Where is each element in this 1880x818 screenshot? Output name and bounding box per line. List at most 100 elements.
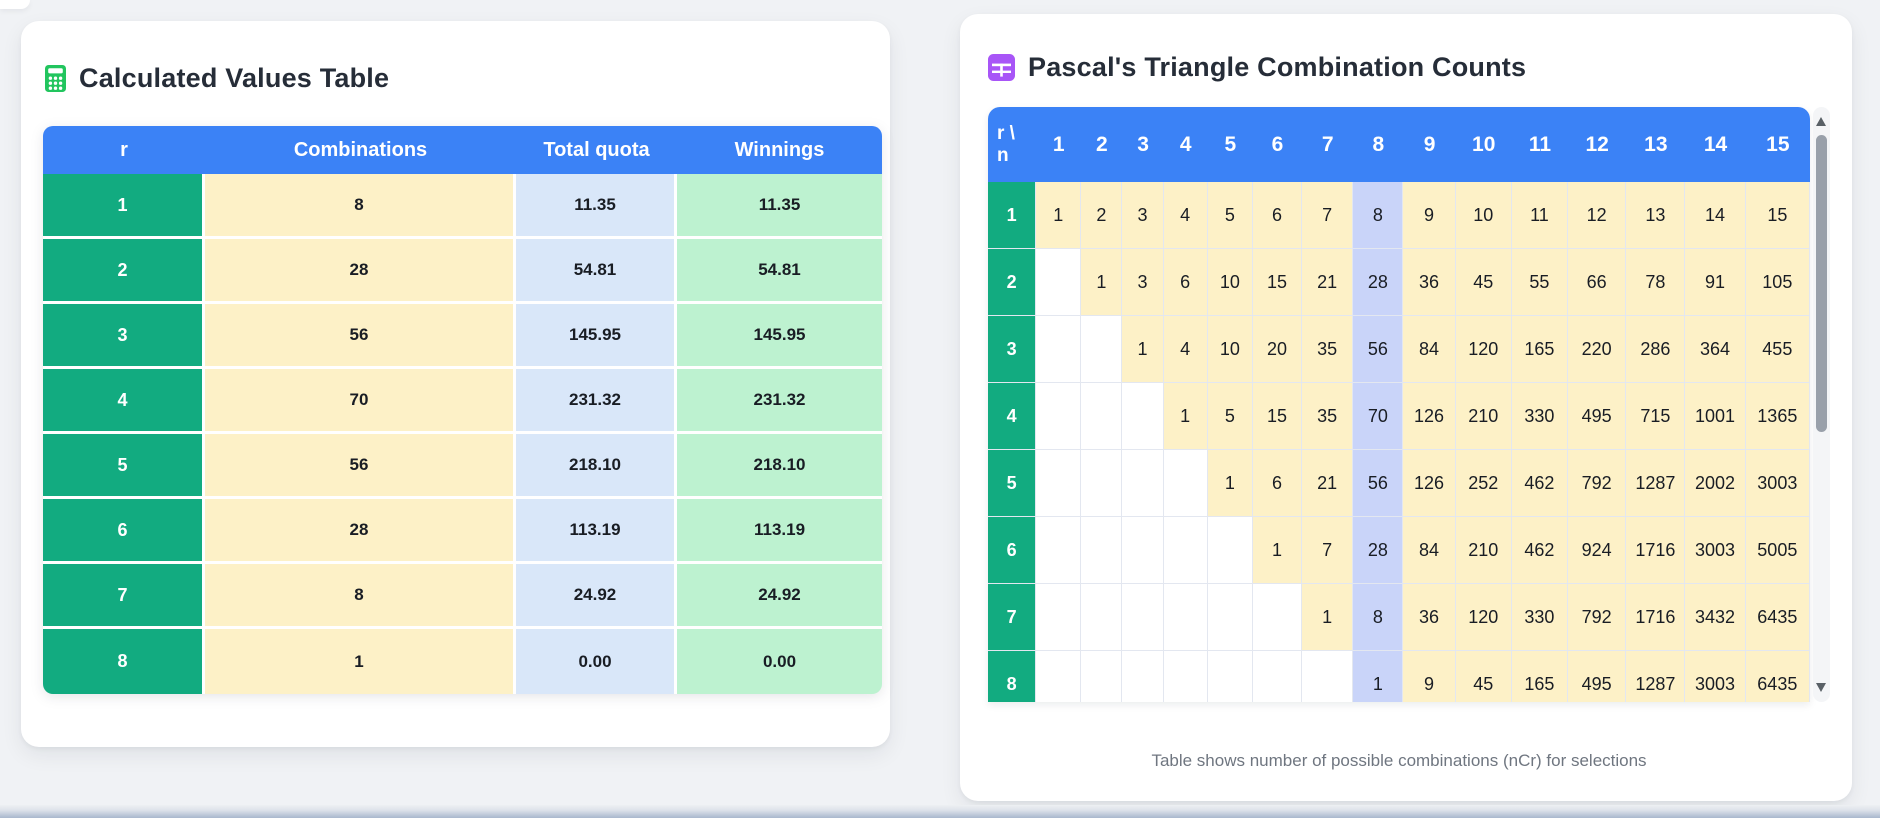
pascal-cell-r7-n7: 1 [1302,584,1354,651]
pascal-cell-r2-n6: 15 [1252,249,1303,316]
pascal-cell-r4-n1 [1036,383,1082,450]
left-cell-r2-col1: 28 [205,239,516,304]
pascal-cell-r4-n8: 70 [1353,383,1404,450]
pascal-cell-r5-n1 [1036,450,1082,517]
pascal-cell-r1-n12: 12 [1568,182,1627,249]
pascal-cell-r8-n5 [1207,651,1253,702]
pascal-cell-r5-n5: 1 [1207,450,1253,517]
left-cell-r7-col2: 24.92 [516,564,677,629]
pascal-cell-r3-n3: 1 [1122,316,1164,383]
left-cell-r6-col3: 113.19 [677,499,882,564]
left-cell-r4-col3: 231.32 [677,369,882,434]
pascal-cell-r1-n3: 3 [1122,182,1164,249]
left-cell-r1-col2: 11.35 [516,174,677,239]
left-cell-r2-col0: 2 [43,239,205,304]
pascal-row-header-r1: 1 [988,182,1037,249]
left-table-row-2: 2 28 54.81 54.81 [43,239,882,304]
pascal-cell-r1-n5: 5 [1207,182,1253,249]
pascal-cell-r3-n8: 56 [1353,316,1404,383]
left-cell-r3-col2: 145.95 [516,304,677,369]
pascal-triangle-title: Pascal's Triangle Combination Counts [988,52,1526,83]
pascal-cell-r2-n2: 1 [1081,249,1123,316]
left-cell-r6-col0: 6 [43,499,205,564]
pascal-col-header-n15: 15 [1745,107,1810,182]
pascal-cell-r2-n9: 36 [1403,249,1456,316]
pascal-col-header-n1: 1 [1036,107,1082,182]
pascal-col-header-n13: 13 [1626,107,1686,182]
pascal-row-header-r5: 5 [988,450,1037,517]
pascal-cell-r2-n15: 105 [1745,249,1810,316]
pascal-cell-r4-n13: 715 [1626,383,1686,450]
pascal-cell-r7-n6 [1252,584,1303,651]
calculated-values-table-wrap: r Combinations Total quota Winnings 1 8 11.35… [43,126,882,694]
pascal-cell-r7-n3 [1122,584,1164,651]
pascal-col-header-n2: 2 [1081,107,1123,182]
pascal-cell-r5-n3 [1122,450,1164,517]
pascal-cell-r5-n14: 2002 [1685,450,1746,517]
scrollbar-thumb[interactable] [1816,135,1827,432]
pascal-cell-r6-n2 [1081,517,1123,584]
pascal-col-header-n10: 10 [1455,107,1512,182]
pascal-row-r5: 5 1 6 21 56 126 252 462 792 1287 2002 3003 [988,450,1810,517]
pascal-cell-r8-n12: 495 [1568,651,1627,702]
pascal-cell-r8-n4 [1163,651,1208,702]
left-cell-r8-col1: 1 [205,629,516,694]
corner-top: r \ [997,122,1015,144]
pascal-table-header: r \ n 1 2 3 4 5 6 7 8 9 10 11 12 13 14 15 [988,107,1810,182]
pascal-cell-r8-n10: 45 [1455,651,1512,702]
pascal-row-r1: 1 1 2 3 4 5 6 7 8 9 10 11 12 13 14 15 [988,182,1810,249]
left-cell-r5-col2: 218.10 [516,434,677,499]
pascal-cell-r7-n10: 120 [1455,584,1512,651]
pascal-cell-r5-n9: 126 [1403,450,1456,517]
pascal-col-header-n6: 6 [1252,107,1303,182]
scrollbar-up-arrow-icon[interactable] [1813,109,1830,133]
pascal-triangle-card: Pascal's Triangle Combination Counts r \… [960,14,1852,801]
left-cell-r3-col3: 145.95 [677,304,882,369]
pascal-cell-r7-n1 [1036,584,1082,651]
pascal-cell-r6-n11: 462 [1511,517,1569,584]
pascal-cell-r3-n9: 84 [1403,316,1456,383]
pascal-cell-r1-n10: 10 [1455,182,1512,249]
pascal-cell-r1-n7: 7 [1302,182,1354,249]
pascal-cell-r4-n12: 495 [1568,383,1627,450]
pascal-cell-r6-n13: 1716 [1626,517,1686,584]
pascal-cell-r2-n1 [1036,249,1082,316]
left-table-row-7: 7 8 24.92 24.92 [43,564,882,629]
pascal-cell-r3-n2 [1081,316,1123,383]
pascal-cell-r4-n7: 35 [1302,383,1354,450]
pascal-table: r \ n 1 2 3 4 5 6 7 8 9 10 11 12 13 14 15 1 1 2 3 4 5 6 7 8 9 10… [988,107,1810,702]
pascal-col-header-n8: 8 [1353,107,1404,182]
left-cell-r3-col1: 56 [205,304,516,369]
left-card-title-text: Calculated Values Table [79,63,390,93]
pascal-cell-r6-n4 [1163,517,1208,584]
pascal-row-header-r6: 6 [988,517,1037,584]
scrollbar-down-arrow-icon[interactable] [1813,676,1830,700]
pascal-table-viewport[interactable]: r \ n 1 2 3 4 5 6 7 8 9 10 11 12 13 14 15 1 1 2 3 4 5 6 7 8 9 10… [988,107,1810,702]
pascal-cell-r1-n9: 9 [1403,182,1456,249]
left-cell-r7-col1: 8 [205,564,516,629]
pascal-col-header-n9: 9 [1403,107,1456,182]
pascal-cell-r6-n6: 1 [1252,517,1303,584]
pascal-cell-r3-n12: 220 [1568,316,1627,383]
left-cell-r8-col3: 0.00 [677,629,882,694]
pascal-table-scrollbar[interactable] [1813,107,1830,702]
pascal-cell-r5-n6: 6 [1252,450,1303,517]
left-table-row-6: 6 28 113.19 113.19 [43,499,882,564]
left-cell-r2-col2: 54.81 [516,239,677,304]
pascal-row-r3: 3 1 4 10 20 35 56 84 120 165 220 286 364 455 [988,316,1810,383]
pascal-cell-r5-n2 [1081,450,1123,517]
left-cell-r5-col1: 56 [205,434,516,499]
left-cell-r4-col0: 4 [43,369,205,434]
pascal-cell-r2-n10: 45 [1455,249,1512,316]
pascal-row-header-r7: 7 [988,584,1037,651]
top-left-card-fragment [0,0,30,9]
pascal-col-header-n12: 12 [1568,107,1627,182]
pascal-cell-r1-n1: 1 [1036,182,1082,249]
pascal-cell-r7-n8: 8 [1353,584,1404,651]
pascal-cell-r8-n3 [1122,651,1164,702]
pascal-row-r2: 2 1 3 6 10 15 21 28 36 45 55 66 78 91 105 [988,249,1810,316]
pascal-cell-r6-n3 [1122,517,1164,584]
left-cell-r4-col1: 70 [205,369,516,434]
calculated-values-table: r Combinations Total quota Winnings 1 8 11.35… [43,126,882,694]
